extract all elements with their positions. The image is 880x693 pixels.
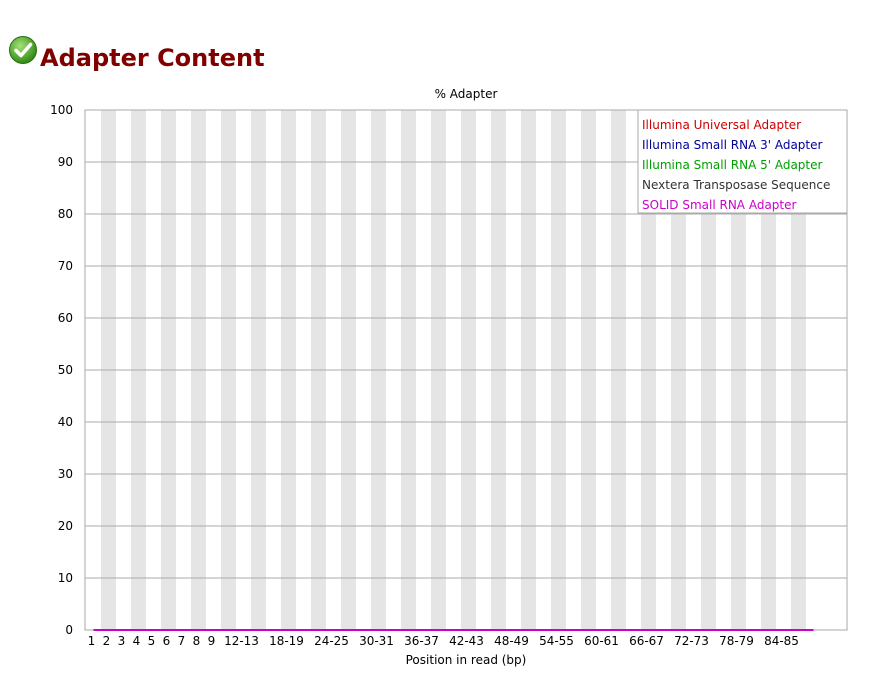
x-tick-label: 48-49 (494, 634, 529, 648)
x-tick-label: 60-61 (584, 634, 619, 648)
x-tick-label: 18-19 (269, 634, 304, 648)
x-tick-label: 30-31 (359, 634, 394, 648)
x-tick-label: 12-13 (224, 634, 259, 648)
y-tick-label: 50 (58, 363, 73, 377)
chart-title: % Adapter (435, 87, 498, 101)
x-tick-label: 2 (103, 634, 111, 648)
x-tick-label: 1 (88, 634, 96, 648)
x-tick-label: 4 (133, 634, 141, 648)
x-tick-label: 36-37 (404, 634, 439, 648)
y-tick-label: 60 (58, 311, 73, 325)
y-tick-label: 90 (58, 155, 73, 169)
x-tick-label: 66-67 (629, 634, 664, 648)
x-tick-label: 3 (118, 634, 126, 648)
y-tick-label: 0 (65, 623, 73, 637)
legend-entry: Illumina Small RNA 3' Adapter (642, 138, 823, 152)
x-tick-label: 9 (208, 634, 216, 648)
y-tick-label: 80 (58, 207, 73, 221)
y-tick-label: 40 (58, 415, 73, 429)
legend-entry: Nextera Transposase Sequence (642, 178, 830, 192)
y-tick-label: 30 (58, 467, 73, 481)
x-tick-label: 54-55 (539, 634, 574, 648)
x-tick-label: 78-79 (719, 634, 754, 648)
x-tick-label: 72-73 (674, 634, 709, 648)
legend-entry: Illumina Small RNA 5' Adapter (642, 158, 823, 172)
x-tick-label: 24-25 (314, 634, 349, 648)
x-tick-label: 8 (193, 634, 201, 648)
report-header: Adapter Content (8, 30, 265, 72)
x-tick-label: 6 (163, 634, 171, 648)
x-tick-label: 42-43 (449, 634, 484, 648)
y-tick-label: 20 (58, 519, 73, 533)
y-tick-label: 100 (50, 103, 73, 117)
x-tick-label: 7 (178, 634, 186, 648)
y-tick-label: 70 (58, 259, 73, 273)
legend-entry: SOLID Small RNA Adapter (642, 198, 796, 212)
x-tick-label: 5 (148, 634, 156, 648)
legend-box (637, 109, 848, 214)
y-axis-ticks: 0 10 20 30 40 50 60 70 80 90 100 (50, 103, 73, 637)
adapter-content-chart: 0 10 20 30 40 50 60 70 80 90 100 1 2 3 4 5 6 7 8 9 12-13 18-… (50, 87, 848, 667)
page-title: Adapter Content (40, 44, 265, 72)
pass-check-icon (8, 35, 38, 65)
legend: Illumina Universal Adapter Illumina Small… (637, 109, 848, 214)
y-tick-label: 10 (58, 571, 73, 585)
x-axis-label: Position in read (bp) (406, 653, 527, 667)
x-axis-ticks: 1 2 3 4 5 6 7 8 9 12-13 18-19 24-25 30-31 36-37 42-43 4… (88, 634, 799, 648)
legend-entry: Illumina Universal Adapter (642, 118, 801, 132)
x-tick-label: 84-85 (764, 634, 799, 648)
